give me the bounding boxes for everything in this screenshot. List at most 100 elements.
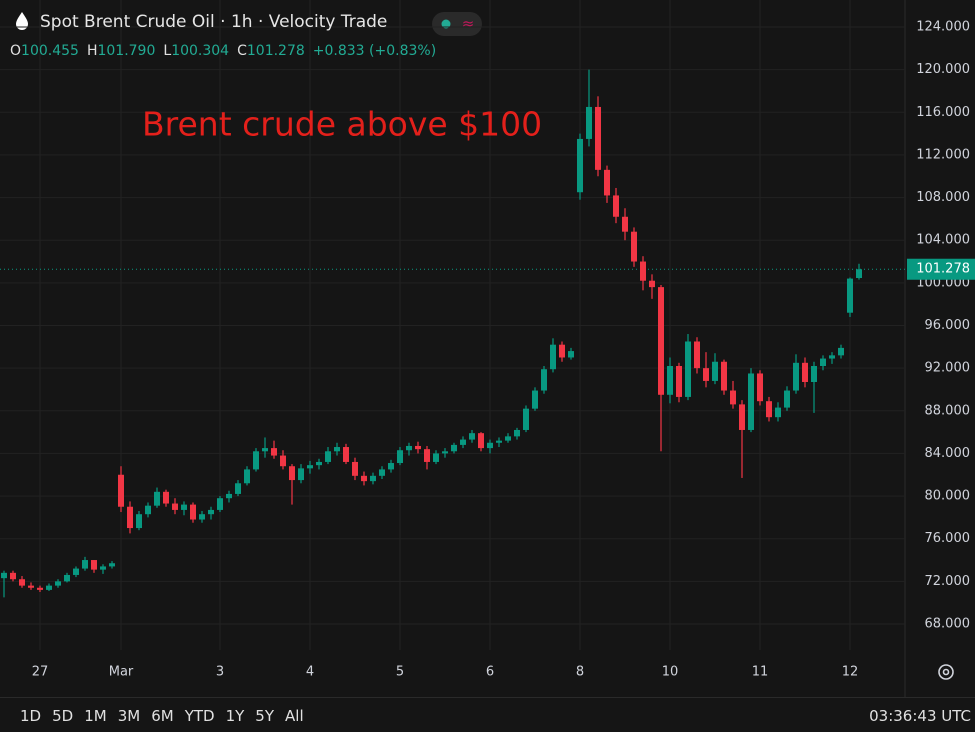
range-button[interactable]: 3M xyxy=(117,706,141,725)
settings-icon[interactable] xyxy=(938,664,954,680)
y-tick-label: 120.000 xyxy=(916,62,970,77)
y-tick-label: 116.000 xyxy=(916,105,970,120)
x-tick-label: 4 xyxy=(306,665,314,680)
candle-body xyxy=(262,448,268,452)
candle-body xyxy=(829,355,835,359)
candle-body xyxy=(775,407,781,418)
open-value: 100.455 xyxy=(21,43,79,59)
range-button[interactable]: YTD xyxy=(184,706,215,725)
low-value: 100.304 xyxy=(171,43,230,59)
candle-body xyxy=(847,278,853,313)
candle-body xyxy=(838,347,844,356)
candle-body xyxy=(640,261,646,281)
candle-body xyxy=(604,169,610,196)
range-button[interactable]: 1D xyxy=(20,706,42,725)
candle-body xyxy=(73,568,79,575)
candle-body xyxy=(217,498,223,510)
candle-body xyxy=(28,585,34,588)
candle-body xyxy=(856,269,862,279)
y-tick-label: 104.000 xyxy=(916,233,970,248)
y-tick-label: 92.000 xyxy=(925,361,971,376)
chart-title: Spot Brent Crude Oil · 1h · Velocity Tra… xyxy=(40,12,388,32)
change-value: +0.833 (+0.83%) xyxy=(312,43,437,59)
candle-body xyxy=(532,390,538,409)
candle-body xyxy=(784,390,790,408)
ohlc-legend: O100.455 H101.790 L100.304 C101.278 +0.833 (… xyxy=(10,43,444,59)
range-button[interactable]: 1Y xyxy=(225,706,245,725)
candle-body xyxy=(154,491,160,506)
candle-body xyxy=(685,341,691,397)
candle-body xyxy=(370,475,376,482)
y-tick-label: 112.000 xyxy=(916,147,970,162)
candle-body xyxy=(478,433,484,449)
candle-body xyxy=(19,579,25,586)
candle-body xyxy=(550,344,556,370)
candle-body xyxy=(442,451,448,454)
candle-body xyxy=(460,439,466,445)
candle-body xyxy=(163,491,169,504)
candle-body xyxy=(307,465,313,469)
candle-body xyxy=(631,231,637,262)
candle-body xyxy=(1,572,7,579)
candle-body xyxy=(352,461,358,476)
x-tick-label: Mar xyxy=(109,665,134,680)
candle-body xyxy=(271,448,277,456)
candle-body xyxy=(199,514,205,520)
candle-body xyxy=(397,450,403,464)
y-tick-label: 72.000 xyxy=(925,574,971,589)
candle-body xyxy=(433,453,439,462)
candle-body xyxy=(802,362,808,383)
candle-body xyxy=(595,106,601,170)
candle-body xyxy=(172,503,178,510)
range-button[interactable]: All xyxy=(285,706,304,725)
candle-body xyxy=(703,368,709,381)
candle-body xyxy=(694,341,700,369)
candle-body xyxy=(649,280,655,288)
candle-body xyxy=(226,493,232,499)
candle-body xyxy=(127,506,133,529)
range-button[interactable]: 5D xyxy=(52,706,74,725)
candle-body xyxy=(451,444,457,452)
annotation: Brent crude above $100 xyxy=(142,105,542,144)
y-tick-label: 108.000 xyxy=(916,190,970,205)
low-label: L xyxy=(163,43,172,59)
candle-body xyxy=(658,287,664,395)
candle-body xyxy=(613,195,619,217)
candle-body xyxy=(766,401,772,418)
candle-body xyxy=(415,445,421,450)
x-tick-label: 6 xyxy=(486,665,494,680)
high-value: 101.790 xyxy=(97,43,156,59)
range-button[interactable]: 6M xyxy=(151,706,174,725)
close-label: C xyxy=(237,43,247,59)
candle-body xyxy=(244,469,250,484)
candle-body xyxy=(298,468,304,481)
candle-body xyxy=(469,433,475,440)
candle-body xyxy=(730,390,736,405)
clock: 03:36:43 UTC xyxy=(869,706,971,725)
range-button[interactable]: 1M xyxy=(84,706,107,725)
high-label: H xyxy=(86,43,98,59)
x-tick-label: 8 xyxy=(576,665,584,680)
grid xyxy=(0,0,905,650)
candle-body xyxy=(190,504,196,520)
candle-body xyxy=(505,436,511,441)
candle-body xyxy=(10,572,16,580)
candle-body xyxy=(361,475,367,482)
candle-body xyxy=(118,474,124,507)
y-tick-label: 88.000 xyxy=(925,403,971,418)
chart: ≈ 68.000 72.000 76.000 80.000 84.000 88.000 92… xyxy=(0,0,975,697)
candle-body xyxy=(406,445,412,451)
candle-body xyxy=(559,344,565,358)
status-pill xyxy=(432,12,482,36)
last-price-box xyxy=(907,258,975,280)
x-tick-label: 3 xyxy=(216,665,224,680)
y-tick-label: 96.000 xyxy=(925,318,971,333)
candle-body xyxy=(586,106,592,139)
x-tick-label: 11 xyxy=(752,665,769,680)
range-button[interactable]: 5Y xyxy=(255,706,275,725)
candle-body xyxy=(541,369,547,391)
candle-body xyxy=(667,366,673,395)
y-tick-label: 124.000 xyxy=(916,20,970,35)
candle-body xyxy=(145,505,151,515)
